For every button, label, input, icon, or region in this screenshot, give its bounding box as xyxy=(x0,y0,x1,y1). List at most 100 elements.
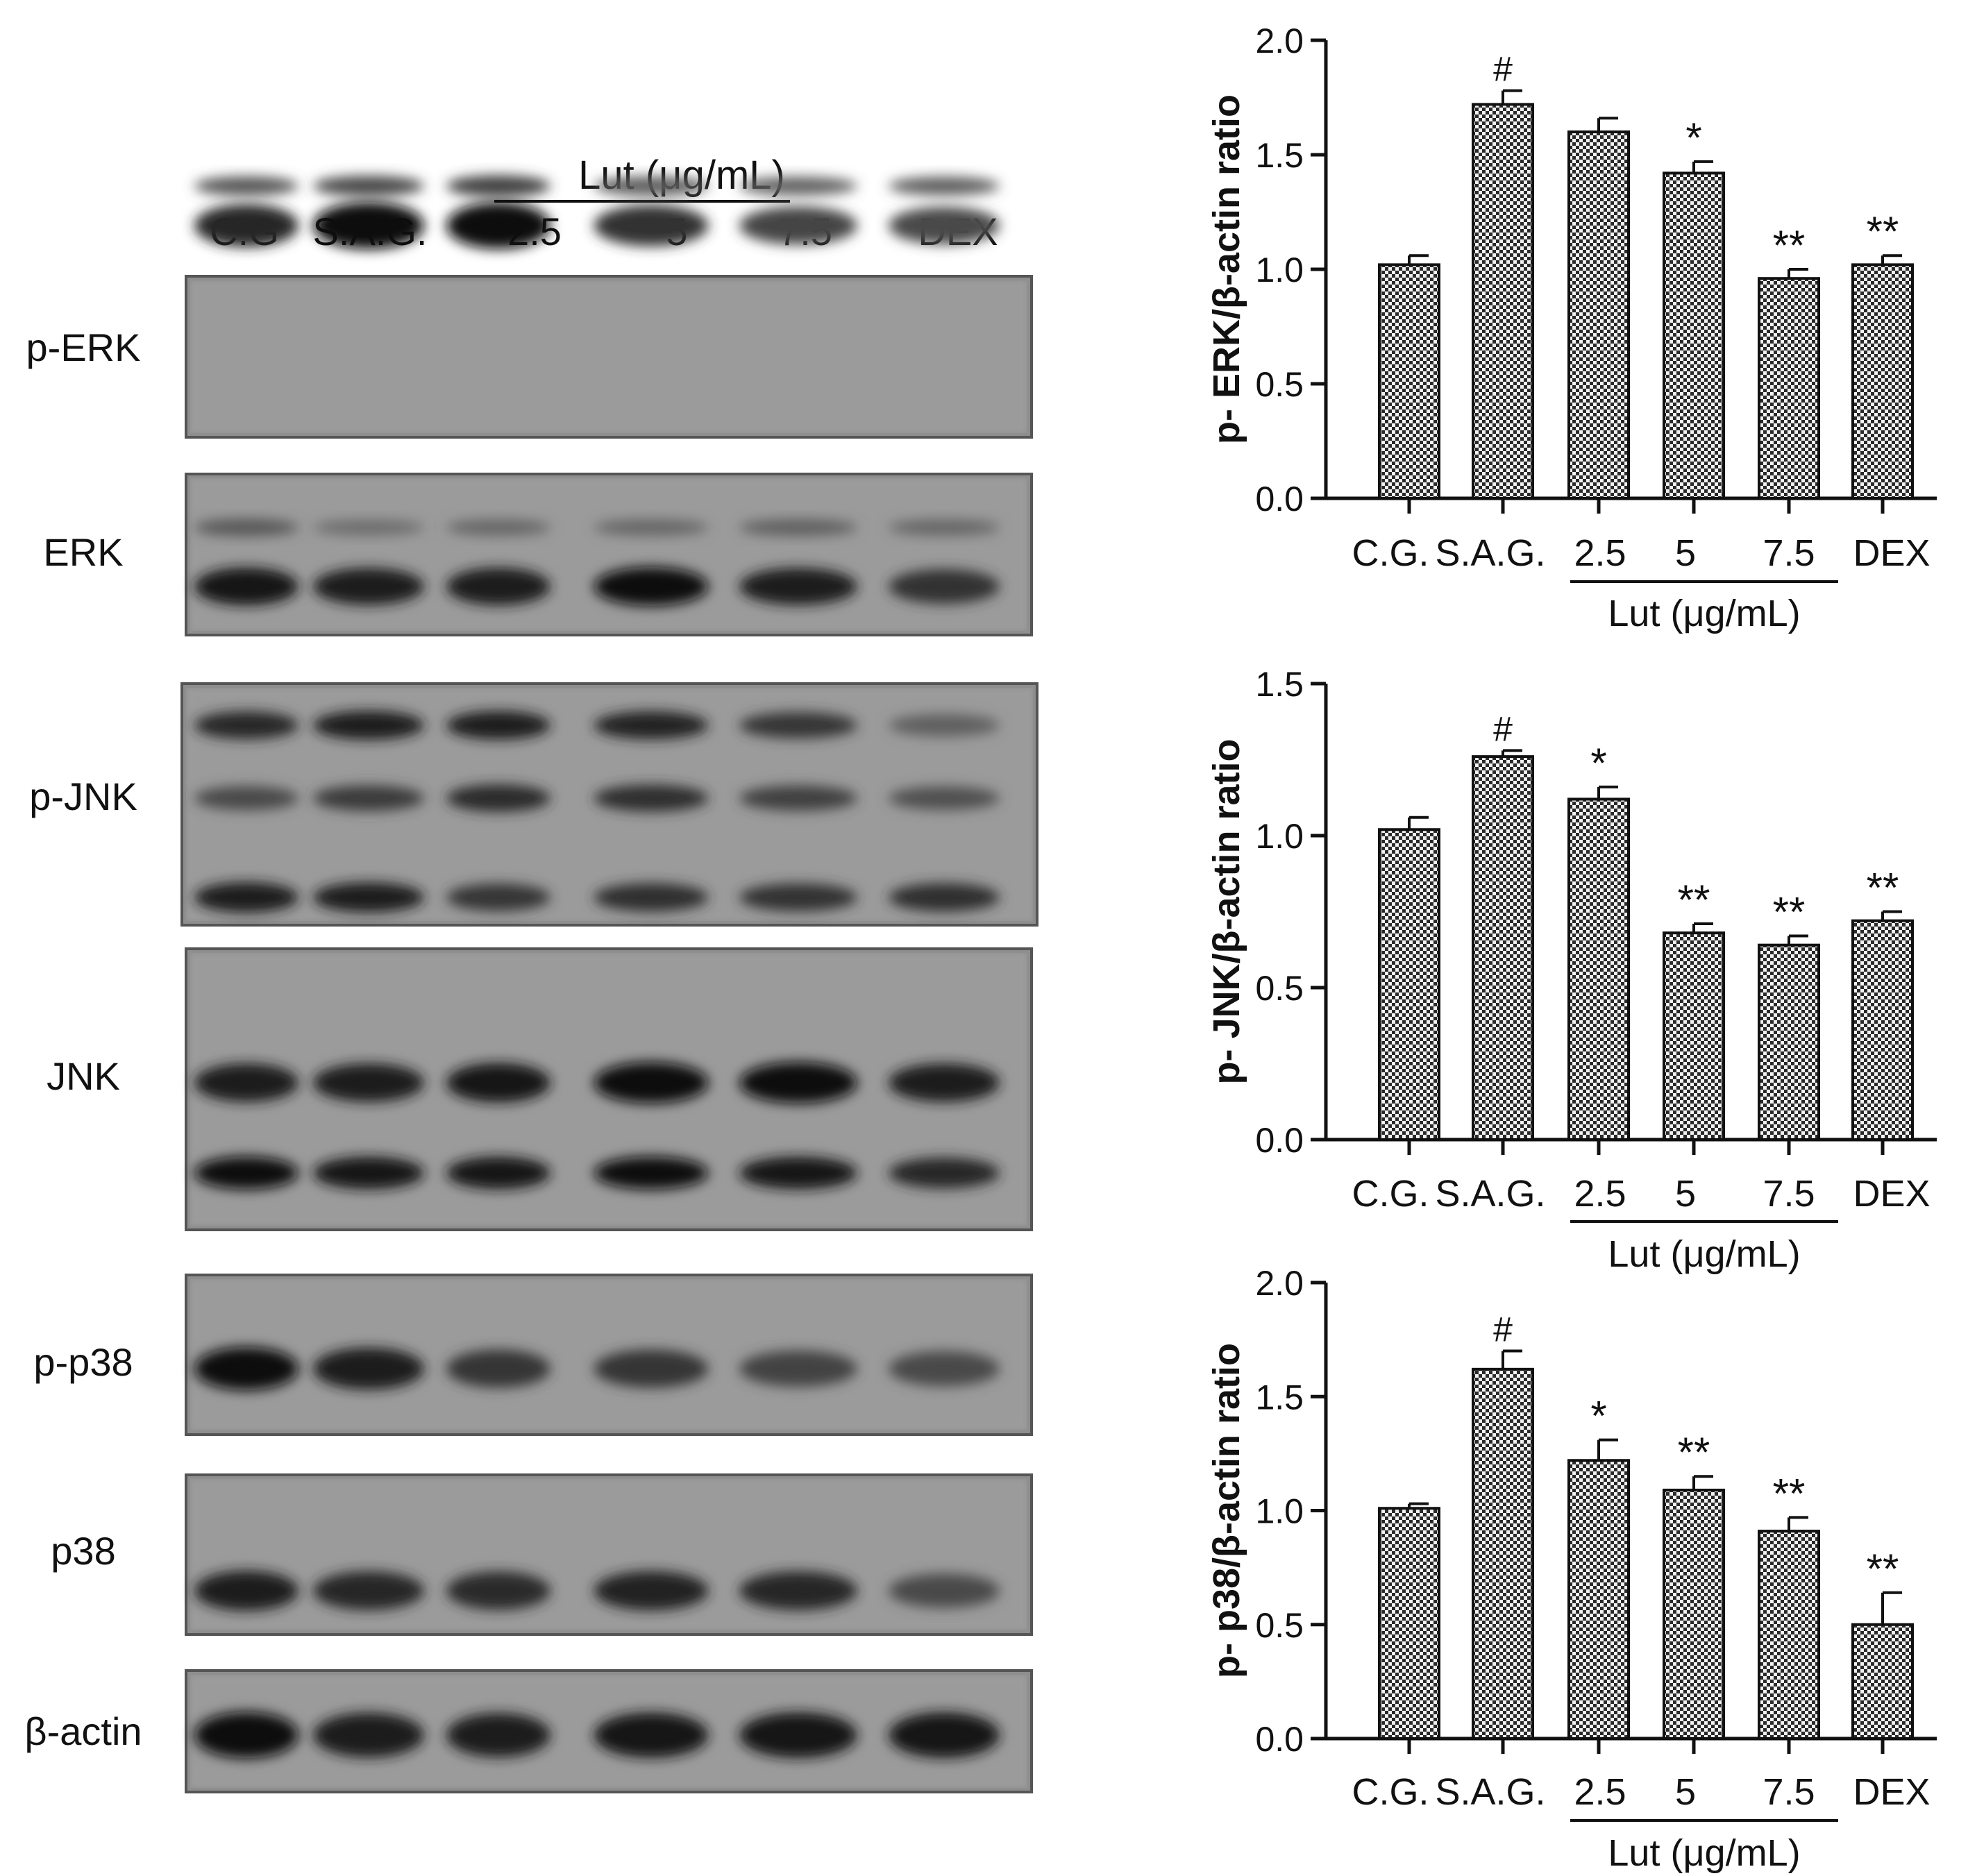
y-tick-label: 1.0 xyxy=(1255,1492,1304,1531)
y-axis-label: p- JNK/β-actin ratio xyxy=(1206,739,1247,1085)
bar-2 xyxy=(1567,1459,1630,1740)
significance-mark: ** xyxy=(1773,1470,1806,1516)
blot-band xyxy=(313,1156,424,1190)
blot-band xyxy=(313,1063,424,1102)
bar-4 xyxy=(1758,943,1820,1142)
blot-band xyxy=(194,204,298,247)
blot-band xyxy=(446,784,550,812)
category-label: S.A.G. xyxy=(1435,532,1545,574)
blot-band xyxy=(313,785,424,811)
significance-mark: * xyxy=(1685,115,1701,161)
blot-band xyxy=(446,567,550,606)
blot-band xyxy=(194,176,298,196)
significance-mark: ** xyxy=(1867,1546,1899,1592)
blot-row-label: p-JNK xyxy=(29,775,137,818)
blot-band xyxy=(594,1349,709,1388)
category-label: C.G. xyxy=(1352,1771,1429,1813)
category-label: 2.5 xyxy=(1574,1173,1626,1215)
blot-band xyxy=(194,1571,298,1611)
blot-band xyxy=(446,711,550,740)
blot-band xyxy=(889,1712,1000,1758)
group-label: Lut (μg/mL) xyxy=(1608,593,1800,634)
bar-5 xyxy=(1851,263,1914,500)
category-label: 7.5 xyxy=(1763,1173,1815,1215)
category-label: DEX xyxy=(1853,1771,1930,1813)
bar-2 xyxy=(1567,797,1630,1141)
blot-row-5 xyxy=(185,1473,1033,1636)
blot-band xyxy=(594,1156,709,1190)
y-tick-label: 0.5 xyxy=(1255,365,1304,404)
y-tick-label: 1.0 xyxy=(1255,251,1304,289)
category-label: S.A.G. xyxy=(1435,1771,1545,1813)
blot-row-label: ERK xyxy=(43,530,123,574)
bar-1 xyxy=(1472,1367,1534,1740)
blot-band xyxy=(594,205,709,246)
category-label: C.G. xyxy=(1352,1173,1429,1215)
blot-band xyxy=(313,882,424,913)
chart-1: 0.0 0.5 1.0 1.5 C.G. # S.A.G. * 2.5 ** 5 ** 7.5 ** DEX… xyxy=(1206,665,1937,1275)
blot-band xyxy=(889,1351,1000,1387)
blot-band xyxy=(594,519,709,536)
blot-band xyxy=(594,883,709,912)
category-label: 5 xyxy=(1675,532,1696,574)
blot-band xyxy=(313,711,424,740)
blot-band xyxy=(594,176,709,196)
blot-band xyxy=(446,1156,550,1190)
blot-band xyxy=(194,1156,298,1190)
significance-mark: # xyxy=(1493,1310,1513,1349)
blot-band xyxy=(594,1062,709,1104)
blot-band xyxy=(889,1158,1000,1188)
blot-membrane-bg xyxy=(190,478,1027,631)
significance-mark: * xyxy=(1590,740,1606,786)
blot-band xyxy=(739,206,857,245)
bar-4 xyxy=(1758,1530,1820,1740)
y-tick-label: 0.5 xyxy=(1255,1606,1304,1645)
blot-band xyxy=(313,1347,424,1390)
y-tick-label: 1.5 xyxy=(1255,1378,1304,1417)
y-tick-label: 2.0 xyxy=(1255,22,1304,60)
chart-2: 0.0 0.5 1.0 1.5 2.0 C.G. # S.A.G. * 2.5 ** 5 ** 7.5 **… xyxy=(1206,1264,1937,1874)
blot-band xyxy=(313,201,424,250)
group-label: Lut (μg/mL) xyxy=(1608,1832,1800,1874)
blot-band xyxy=(446,1063,550,1103)
y-tick-label: 0.5 xyxy=(1255,969,1304,1008)
blot-band xyxy=(739,568,857,605)
blot-band xyxy=(594,711,709,740)
blot-band xyxy=(739,712,857,738)
blot-row-label: p-p38 xyxy=(33,1340,133,1384)
bar-0 xyxy=(1378,263,1440,500)
blot-band xyxy=(739,1712,857,1758)
blot-band xyxy=(446,1571,550,1610)
blot-band xyxy=(889,883,1000,912)
blot-band xyxy=(889,1573,1000,1608)
category-label: 5 xyxy=(1675,1173,1696,1215)
bar-5 xyxy=(1851,1623,1914,1740)
blot-band xyxy=(313,176,424,196)
blot-band xyxy=(446,1713,550,1757)
blot-band xyxy=(594,567,709,606)
blot-band xyxy=(889,206,1000,245)
blot-band xyxy=(739,785,857,811)
category-label: 5 xyxy=(1675,1771,1696,1813)
blot-band xyxy=(594,1571,709,1611)
bar-3 xyxy=(1663,171,1725,500)
category-label: 7.5 xyxy=(1763,1771,1815,1813)
blot-band xyxy=(739,1156,857,1190)
blot-band xyxy=(194,567,298,606)
blot-row-2 xyxy=(180,682,1038,927)
blot-row-label: p38 xyxy=(51,1529,115,1573)
blot-band xyxy=(739,519,857,536)
blot-row-6 xyxy=(185,1669,1033,1793)
bar-5 xyxy=(1851,919,1914,1141)
blot-band xyxy=(194,882,298,913)
blot-band xyxy=(739,1350,857,1387)
blot-row-0 xyxy=(185,175,1033,439)
blot-band xyxy=(594,784,709,812)
blot-band xyxy=(313,519,424,536)
blot-band xyxy=(194,518,298,536)
category-label: DEX xyxy=(1853,532,1930,574)
blot-band xyxy=(194,1712,298,1759)
blot-row-label: p-ERK xyxy=(26,326,141,369)
